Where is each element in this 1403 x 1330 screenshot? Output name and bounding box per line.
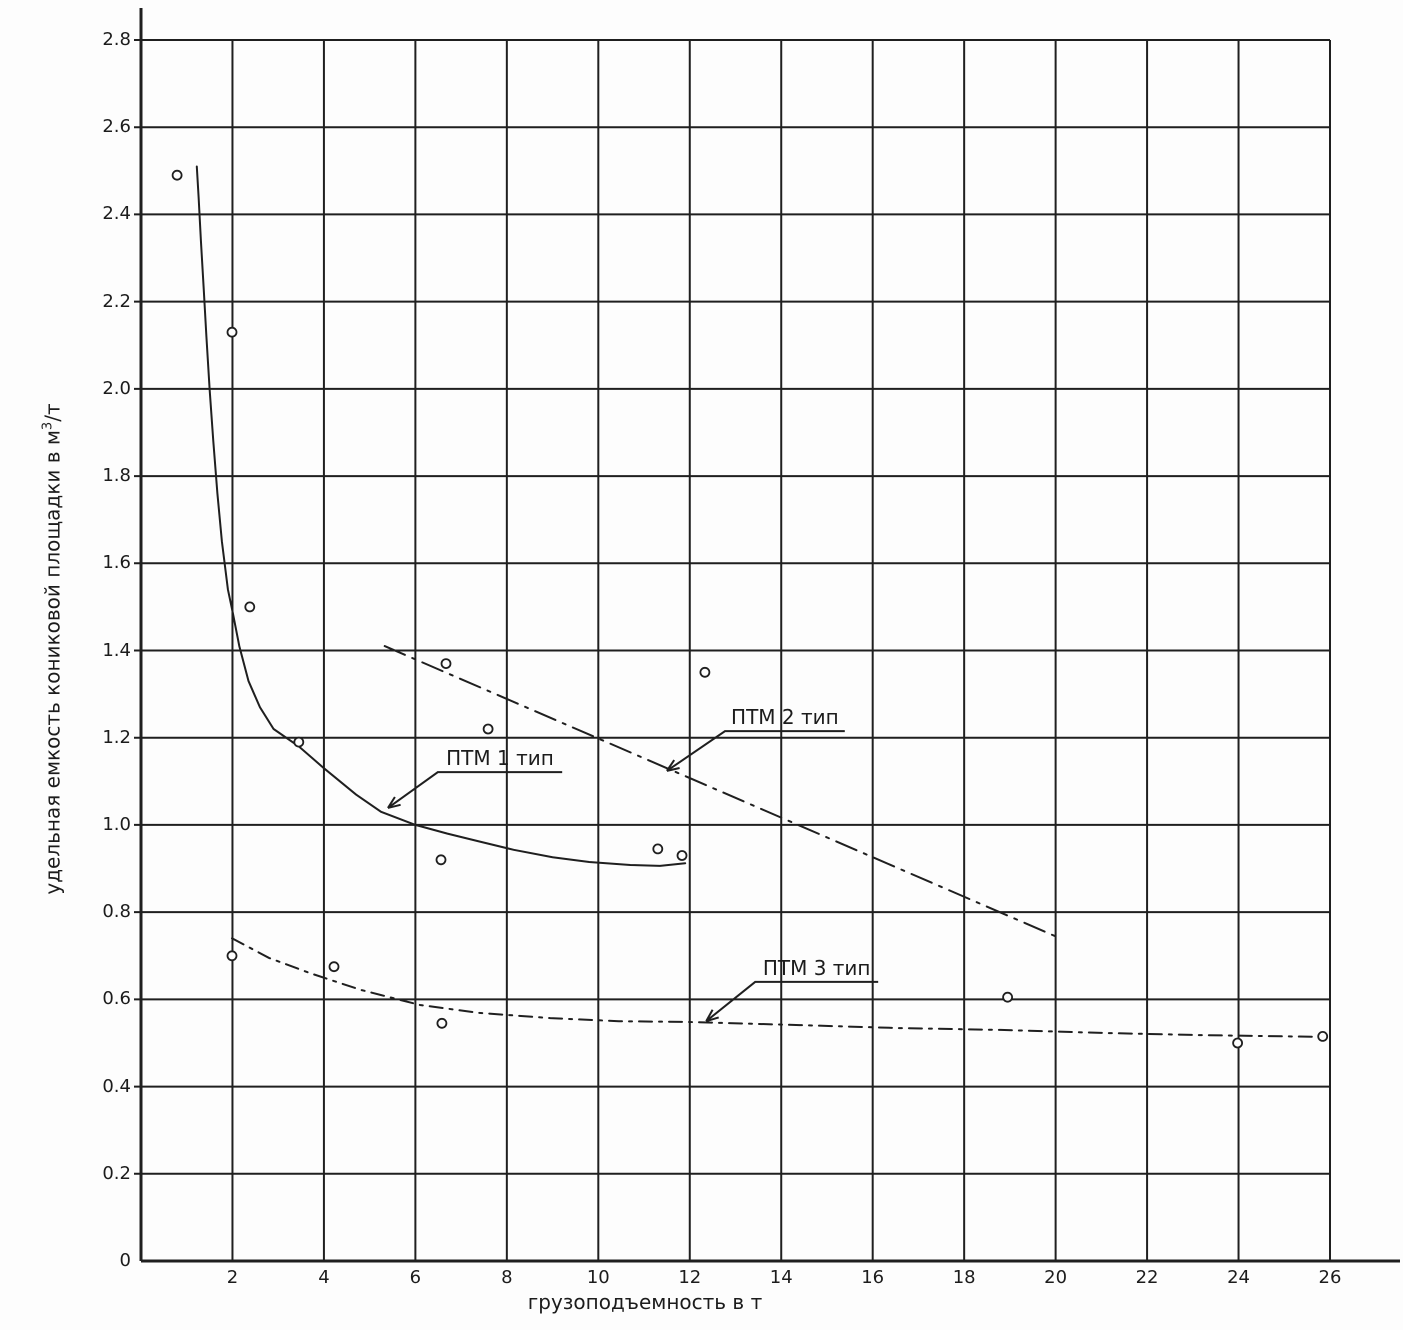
y-tick-label: 0 <box>119 1250 131 1271</box>
y-tick-label: 0.8 <box>102 901 131 923</box>
y-tick-label: 2.2 <box>102 290 131 312</box>
x-tick-label: 10 <box>586 1267 610 1288</box>
x-tick-label: 12 <box>678 1267 702 1288</box>
data-point-series-3 <box>1232 1037 1243 1049</box>
x-tick-label: 24 <box>1227 1267 1250 1288</box>
data-point-series-1 <box>171 169 183 181</box>
data-point-series-1 <box>652 843 664 855</box>
x-tick-label: 18 <box>952 1267 976 1288</box>
data-point-series-3 <box>226 950 238 962</box>
y-axis-title-text: удельная емкость кониковой площадки в м <box>40 430 65 895</box>
y-axis-title: удельная емкость кониковой площадки в м3… <box>40 403 65 895</box>
curve-2 <box>383 645 1062 940</box>
y-tick-label: 1.4 <box>102 639 131 661</box>
callout-arrowhead-1 <box>387 803 401 809</box>
x-tick-label: 6 <box>409 1267 422 1288</box>
data-point-series-1 <box>293 736 305 748</box>
x-tick-label: 26 <box>1318 1267 1342 1288</box>
x-tick-label: 4 <box>318 1267 330 1288</box>
callout-arrowhead-3 <box>705 1009 714 1022</box>
x-tick-label: 2 <box>226 1267 239 1288</box>
callout-leader-2 <box>666 730 845 772</box>
y-tick-label: 0.6 <box>102 988 131 1010</box>
y-tick-label: 1.2 <box>102 726 131 748</box>
y-tick-label: 1.0 <box>102 813 131 835</box>
y-tick-label: 1.6 <box>102 552 131 574</box>
callout-leader-3 <box>705 980 879 1022</box>
y-tick-label: 0.2 <box>102 1162 131 1184</box>
data-point-series-3 <box>436 1017 448 1029</box>
callout-arrowhead-2 <box>666 767 680 772</box>
x-tick-label: 8 <box>501 1267 513 1288</box>
curve-label-ptm-1: ПТМ 1 тип <box>446 746 554 771</box>
curve-3 <box>231 937 1324 1038</box>
x-tick-label: 20 <box>1044 1267 1068 1288</box>
callout-arrowhead-3 <box>705 1016 719 1023</box>
callout-leader-1 <box>387 771 563 809</box>
y-tick-label: 1.8 <box>102 465 131 487</box>
data-point-series-1 <box>244 601 256 613</box>
x-tick-label: 14 <box>769 1267 793 1288</box>
y-tick-label: 2.0 <box>102 377 131 399</box>
data-point-series-1 <box>435 854 447 866</box>
data-point-series-3 <box>1317 1031 1329 1042</box>
y-axis-title-superscript: 3 <box>40 421 56 431</box>
data-point-series-3 <box>328 961 340 973</box>
y-tick-label: 0.4 <box>102 1075 131 1097</box>
curve-label-ptm-2: ПТМ 2 тип <box>731 705 839 730</box>
data-point-series-1 <box>676 850 688 861</box>
y-tick-label: 2.4 <box>102 203 131 225</box>
curve-label-ptm-3: ПТМ 3 тип <box>762 955 871 980</box>
y-tick-label: 2.8 <box>102 29 131 50</box>
data-point-series-1 <box>226 326 238 338</box>
curve-1 <box>195 165 687 867</box>
data-point-series-2 <box>699 666 711 678</box>
x-tick-label: 22 <box>1135 1267 1159 1288</box>
x-axis-title: грузоподъемность в т <box>527 1290 763 1314</box>
callout-arrowhead-1 <box>387 796 396 809</box>
callout-arrowhead-2 <box>666 759 676 772</box>
data-point-series-2 <box>482 723 494 735</box>
y-axis-title-units: /т <box>40 403 65 422</box>
data-point-series-3 <box>1002 991 1013 1003</box>
y-tick-label: 2.6 <box>102 116 131 138</box>
x-tick-label: 16 <box>861 1267 885 1288</box>
data-point-series-2 <box>440 658 452 669</box>
